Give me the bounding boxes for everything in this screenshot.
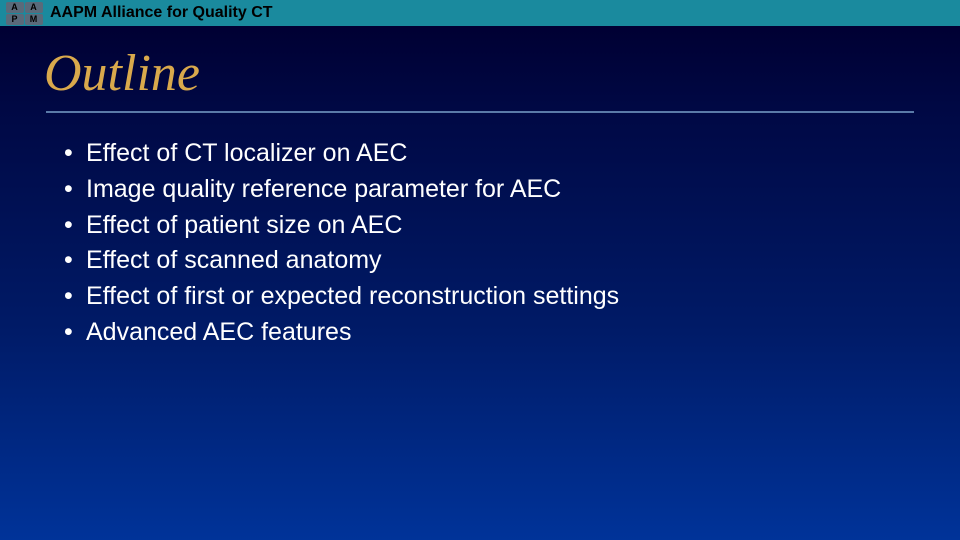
bullet-text: Image quality reference parameter for AE…: [86, 173, 960, 207]
bullet-icon: •: [64, 280, 86, 314]
slide: A A P M AAPM Alliance for Quality CT Out…: [0, 0, 960, 540]
list-item: • Effect of first or expected reconstruc…: [64, 280, 960, 314]
list-item: • Advanced AEC features: [64, 316, 960, 350]
list-item: • Effect of scanned anatomy: [64, 244, 960, 278]
bullet-text: Effect of patient size on AEC: [86, 209, 960, 243]
bullet-text: Effect of CT localizer on AEC: [86, 137, 960, 171]
logo-cell: A: [25, 2, 43, 13]
logo-cell: P: [6, 14, 24, 25]
bullet-text: Advanced AEC features: [86, 316, 960, 350]
header-bar: A A P M AAPM Alliance for Quality CT: [0, 0, 960, 26]
bullet-text: Effect of scanned anatomy: [86, 244, 960, 278]
list-item: • Effect of CT localizer on AEC: [64, 137, 960, 171]
header-title: AAPM Alliance for Quality CT: [50, 4, 273, 22]
list-item: • Image quality reference parameter for …: [64, 173, 960, 207]
logo-cell: M: [25, 14, 43, 25]
bullet-icon: •: [64, 209, 86, 243]
bullet-list: • Effect of CT localizer on AEC • Image …: [64, 137, 960, 350]
title-underline: [46, 111, 914, 113]
bullet-icon: •: [64, 244, 86, 278]
list-item: • Effect of patient size on AEC: [64, 209, 960, 243]
slide-title: Outline: [0, 26, 960, 103]
bullet-text: Effect of first or expected reconstructi…: [86, 280, 960, 314]
aapm-logo-icon: A A P M: [4, 1, 44, 25]
bullet-icon: •: [64, 137, 86, 171]
bullet-icon: •: [64, 316, 86, 350]
bullet-icon: •: [64, 173, 86, 207]
logo-cell: A: [6, 2, 24, 13]
